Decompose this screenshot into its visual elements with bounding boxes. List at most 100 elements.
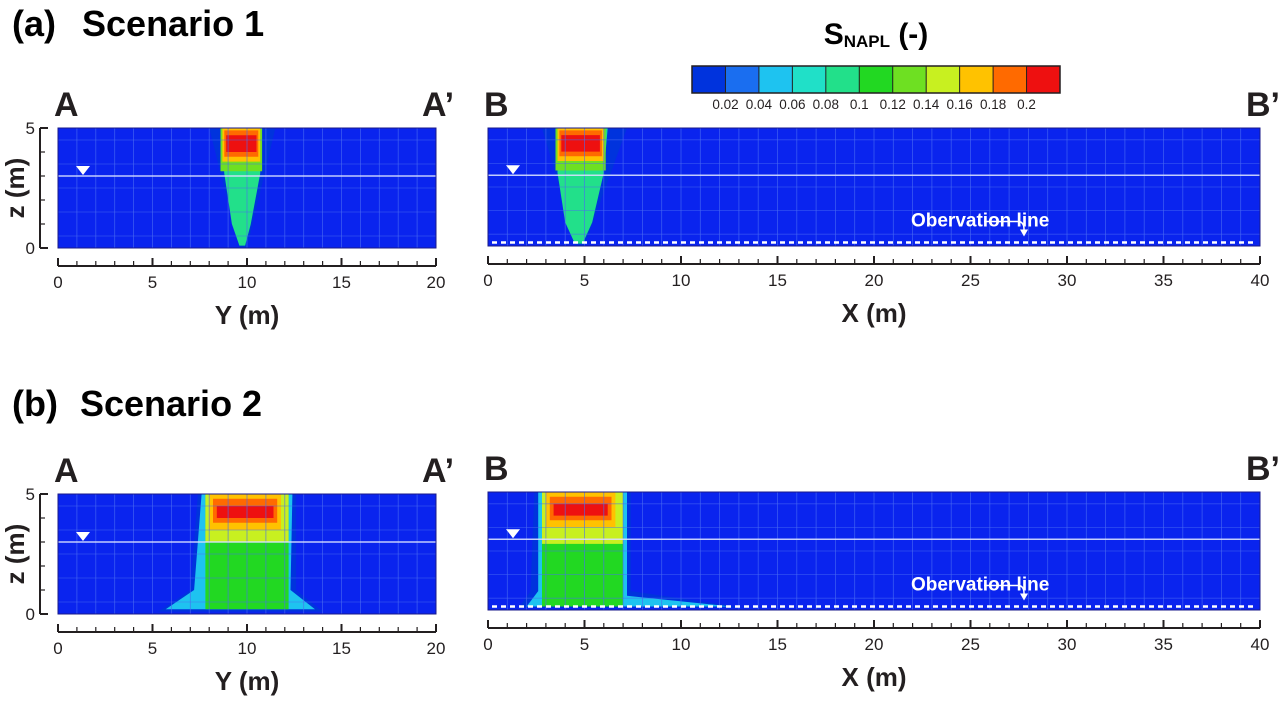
colorbar-tick-label: 0.04 <box>746 97 773 112</box>
mesh-grid <box>488 492 1260 610</box>
colorbar-title: SNAPL (-) <box>824 18 929 51</box>
panel-1: Obervation line 0 5 10 15 20 25 30 35 40 X (m) B B’ <box>483 86 1280 328</box>
section-end-label: B’ <box>1246 450 1280 488</box>
colorbar-swatch-4 <box>825 66 860 93</box>
water-table-triangle <box>76 166 90 175</box>
panel-a-label: (a) Scenario 1 <box>12 3 264 44</box>
colorbar-swatch-8 <box>959 66 994 93</box>
panel-b-title: Scenario 2 <box>80 383 262 424</box>
colorbar-swatch-0 <box>692 66 726 93</box>
section-end-label: A’ <box>422 452 454 490</box>
x-tick-label: 40 <box>1251 635 1270 654</box>
colorbar-tick-label: 0.2 <box>1017 97 1036 112</box>
panel-b-letter: (b) <box>12 383 58 424</box>
x-tick-label: 15 <box>768 271 787 290</box>
panel-0: 0 5 10 15 20 Y (m) 0 5 z (m) A A’ <box>0 86 454 330</box>
observation-arrow-head <box>1020 593 1029 601</box>
x-tick-label: 5 <box>580 635 589 654</box>
section-start-label: B <box>484 86 509 124</box>
water-table-triangle <box>506 529 520 539</box>
colorbar-ticks: 0.02 0.04 0.06 0.08 0.1 0.12 0.14 0.16 0.18 0.2 <box>712 97 1036 112</box>
x-tick-label: 20 <box>427 273 446 292</box>
x-tick-label: 15 <box>332 639 351 658</box>
x-axis-label: Y (m) <box>215 300 280 330</box>
colorbar-swatch-3 <box>792 66 826 93</box>
plume-contour-5 <box>226 135 257 152</box>
plot-frame <box>57 493 437 615</box>
colorbar-title-sub: NAPL <box>844 32 890 51</box>
y-axis-label: z (m) <box>0 524 30 585</box>
y-axis-label: z (m) <box>0 158 30 219</box>
observation-line-label: Obervation line <box>911 574 1049 595</box>
mesh-grid <box>58 494 436 614</box>
x-tick-label: 10 <box>238 639 257 658</box>
colorbar-tick-label: 0.1 <box>850 97 869 112</box>
plot-frame <box>57 127 437 249</box>
section-start-label: B <box>484 450 509 488</box>
section-start-label: A <box>54 452 79 490</box>
x-tick-label: 30 <box>1058 635 1077 654</box>
colorbar-tick-label: 0.14 <box>913 97 940 112</box>
colorbar-tick-label: 0.16 <box>946 97 972 112</box>
colorbar-title-main: S <box>824 18 844 51</box>
y-tick-label: 0 <box>26 239 35 258</box>
plume-contour-6 <box>216 506 274 518</box>
colorbar-frame <box>691 65 1061 94</box>
panel-2: 0 5 10 15 20 Y (m) 0 5 z (m) A A’ <box>0 452 454 696</box>
y-tick-label: 5 <box>26 119 35 138</box>
plume <box>518 492 745 608</box>
water-table-triangle <box>76 532 90 541</box>
colorbar-title-suffix: (-) <box>890 18 928 51</box>
colorbar: SNAPL (-) 0.02 0.04 0.06 0.08 0.1 0.12 0.14 0.1… <box>691 18 1061 112</box>
plot-frame <box>487 127 1261 247</box>
x-tick-label: 15 <box>332 273 351 292</box>
observation-arrow-head <box>1020 229 1029 237</box>
water-table-triangle <box>506 165 520 175</box>
x-axis-label: Y (m) <box>215 666 280 696</box>
x-tick-label: 10 <box>672 271 691 290</box>
x-axis-label: X (m) <box>842 662 907 692</box>
x-tick-label: 25 <box>961 271 980 290</box>
panel-a-letter: (a) <box>12 3 56 44</box>
plume-contour-5 <box>561 135 600 152</box>
x-tick-label: 5 <box>580 271 589 290</box>
x-tick-label: 35 <box>1154 271 1173 290</box>
section-end-label: B’ <box>1246 86 1280 124</box>
colorbar-swatch-7 <box>926 66 960 93</box>
x-tick-label: 20 <box>427 639 446 658</box>
colorbar-swatch-5 <box>859 66 893 93</box>
observation-arrow-shaft <box>984 220 1025 230</box>
colorbar-swatch-1 <box>725 66 759 93</box>
x-tick-label: 20 <box>865 635 884 654</box>
colorbar-swatch-6 <box>892 66 927 93</box>
x-tick-label: 35 <box>1154 635 1173 654</box>
x-tick-label: 0 <box>483 271 492 290</box>
x-axis-label: X (m) <box>842 298 907 328</box>
x-tick-label: 10 <box>238 273 257 292</box>
x-tick-label: 5 <box>148 273 157 292</box>
plume-contour-6 <box>553 503 608 516</box>
colorbar-tick-label: 0.02 <box>712 97 738 112</box>
colorbar-swatch-9 <box>993 66 1027 93</box>
colorbar-tick-label: 0.12 <box>880 97 906 112</box>
x-tick-label: 40 <box>1251 271 1270 290</box>
mesh-grid <box>488 128 1260 246</box>
panel-b-label: (b) Scenario 2 <box>12 383 262 424</box>
colorbar-tick-label: 0.06 <box>779 97 805 112</box>
section-start-label: A <box>54 86 79 124</box>
plot-frame <box>487 491 1261 611</box>
x-tick-label: 10 <box>672 635 691 654</box>
x-tick-label: 15 <box>768 635 787 654</box>
colorbar-swatches <box>691 65 1061 94</box>
y-tick-label: 0 <box>26 605 35 624</box>
section-end-label: A’ <box>422 86 454 124</box>
colorbar-tick-label: 0.08 <box>813 97 839 112</box>
x-tick-label: 30 <box>1058 271 1077 290</box>
x-tick-label: 25 <box>961 635 980 654</box>
y-tick-label: 5 <box>26 485 35 504</box>
panel-3: Obervation line 0 5 10 15 20 25 30 35 40 X (m) B B’ <box>483 450 1280 692</box>
x-tick-label: 0 <box>53 273 62 292</box>
x-tick-label: 0 <box>483 635 492 654</box>
mesh-grid <box>58 128 436 248</box>
